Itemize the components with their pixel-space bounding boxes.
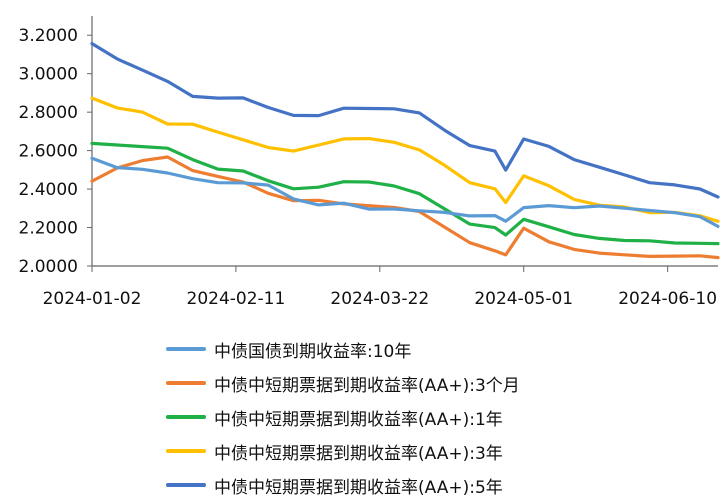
y-tick-label: 2.2000 bbox=[19, 219, 78, 239]
x-tick-label: 2024-03-22 bbox=[330, 289, 429, 309]
y-tick-label: 3.0000 bbox=[19, 65, 78, 85]
y-tick-label: 2.6000 bbox=[19, 142, 78, 162]
legend-item: 中债中短期票据到期收益率(AA+):1年 bbox=[166, 400, 520, 434]
legend-label: 中债中短期票据到期收益率(AA+):1年 bbox=[214, 409, 503, 430]
legend-label: 中债中短期票据到期收益率(AA+):5年 bbox=[214, 477, 503, 498]
series-line bbox=[90, 41, 720, 199]
legend-item: 中债国债到期收益率:10年 bbox=[166, 332, 520, 366]
legend-label: 中债中短期票据到期收益率(AA+):3个月 bbox=[214, 375, 520, 396]
legend-item: 中债中短期票据到期收益率(AA+):3年 bbox=[166, 434, 520, 468]
legend-label: 中债中短期票据到期收益率(AA+):3年 bbox=[214, 443, 503, 464]
y-tick-label: 2.4000 bbox=[19, 180, 78, 200]
series-line bbox=[90, 96, 720, 223]
x-tick-label: 2024-06-10 bbox=[618, 289, 717, 309]
legend-swatch bbox=[166, 415, 206, 419]
x-tick-label: 2024-01-02 bbox=[43, 289, 142, 309]
legend-swatch bbox=[166, 381, 206, 385]
series-line bbox=[90, 141, 720, 246]
legend-swatch bbox=[166, 483, 206, 487]
x-tick-label: 2024-05-01 bbox=[474, 289, 573, 309]
legend-item: 中债中短期票据到期收益率(AA+):3个月 bbox=[166, 366, 520, 400]
x-tick-label: 2024-02-11 bbox=[187, 289, 286, 309]
legend-swatch bbox=[166, 347, 206, 351]
legend: 中债国债到期收益率:10年 中债中短期票据到期收益率(AA+):3个月 中债中短… bbox=[166, 332, 520, 502]
y-tick-label: 2.0000 bbox=[19, 257, 78, 277]
y-tick-label: 3.2000 bbox=[19, 26, 78, 46]
series-line bbox=[90, 156, 720, 228]
legend-item: 中债中短期票据到期收益率(AA+):5年 bbox=[166, 468, 520, 502]
legend-label: 中债国债到期收益率:10年 bbox=[214, 341, 412, 362]
legend-swatch bbox=[166, 449, 206, 453]
y-tick-label: 2.8000 bbox=[19, 103, 78, 123]
